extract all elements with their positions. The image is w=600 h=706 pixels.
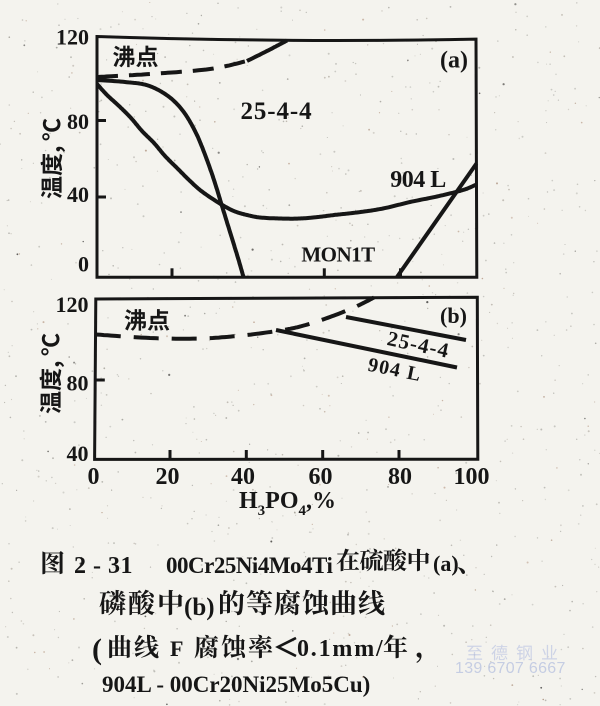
svg-text:80: 80 bbox=[67, 109, 89, 134]
svg-text:(b): (b) bbox=[440, 303, 467, 328]
svg-text:120: 120 bbox=[56, 25, 89, 50]
svg-text:00Cr25Ni4Mo4Ti: 00Cr25Ni4Mo4Ti bbox=[166, 553, 333, 578]
svg-text:H3PO4,%: H3PO4,% bbox=[239, 488, 336, 519]
svg-text:0: 0 bbox=[88, 464, 100, 490]
svg-text:40: 40 bbox=[231, 464, 255, 490]
svg-text:60: 60 bbox=[309, 464, 333, 490]
svg-text:904 L: 904 L bbox=[390, 167, 446, 193]
svg-text:(a): (a) bbox=[433, 551, 459, 576]
svg-text:80: 80 bbox=[388, 464, 412, 490]
svg-text:(: ( bbox=[92, 633, 102, 666]
svg-text:120: 120 bbox=[56, 292, 89, 317]
svg-text:40: 40 bbox=[67, 441, 89, 466]
svg-text:F: F bbox=[170, 636, 183, 661]
svg-text:25-4-4: 25-4-4 bbox=[240, 98, 312, 125]
svg-text:(a): (a) bbox=[440, 48, 468, 74]
svg-text:MON1T: MON1T bbox=[301, 243, 375, 267]
svg-text:100: 100 bbox=[454, 464, 490, 490]
svg-text:40: 40 bbox=[67, 182, 89, 207]
svg-text:2 - 31: 2 - 31 bbox=[74, 553, 133, 579]
svg-text:20: 20 bbox=[156, 464, 180, 490]
svg-text:139 6707 6667: 139 6707 6667 bbox=[455, 660, 566, 677]
svg-text:904L - 00Cr20Ni25Mo5Cu): 904L - 00Cr20Ni25Mo5Cu) bbox=[102, 672, 370, 697]
svg-text:0.1mm/: 0.1mm/ bbox=[297, 636, 384, 662]
svg-text:80: 80 bbox=[67, 371, 89, 396]
svg-text:0: 0 bbox=[78, 252, 89, 277]
svg-text:(b): (b) bbox=[184, 594, 215, 621]
